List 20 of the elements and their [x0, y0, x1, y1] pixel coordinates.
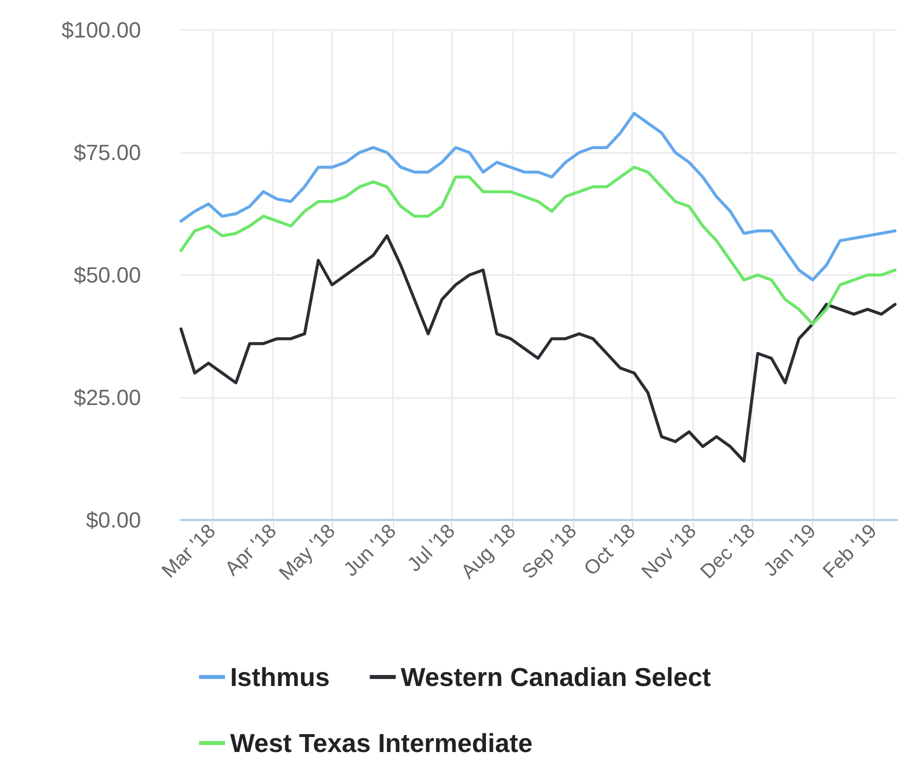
legend-label: West Texas Intermediate: [230, 728, 533, 758]
x-tick-label: Oct '18: [580, 520, 640, 580]
y-tick-label: $100.00: [61, 18, 141, 42]
x-tick-label: May '18: [275, 520, 340, 585]
legend-label: Western Canadian Select: [400, 662, 712, 692]
x-tick-label: Mar '18: [158, 520, 220, 582]
y-tick-label: $75.00: [74, 140, 141, 165]
x-tick-label: Sep '18: [518, 520, 582, 584]
y-tick-label: $25.00: [74, 385, 141, 410]
line-series: [180, 234, 897, 463]
line-series: [180, 112, 897, 282]
x-tick-label: Jan '19: [760, 520, 820, 581]
y-tick-label: $0.00: [86, 508, 141, 532]
x-tick-label: Aug '18: [457, 520, 520, 584]
x-tick-label: Jun '18: [340, 520, 401, 581]
y-tick-label: $50.00: [74, 262, 141, 288]
x-tick-label: Feb '19: [818, 520, 882, 582]
x-tick-label: Jul '18: [404, 520, 460, 576]
line-series: [180, 166, 897, 326]
legend-label: Isthmus: [230, 662, 330, 692]
